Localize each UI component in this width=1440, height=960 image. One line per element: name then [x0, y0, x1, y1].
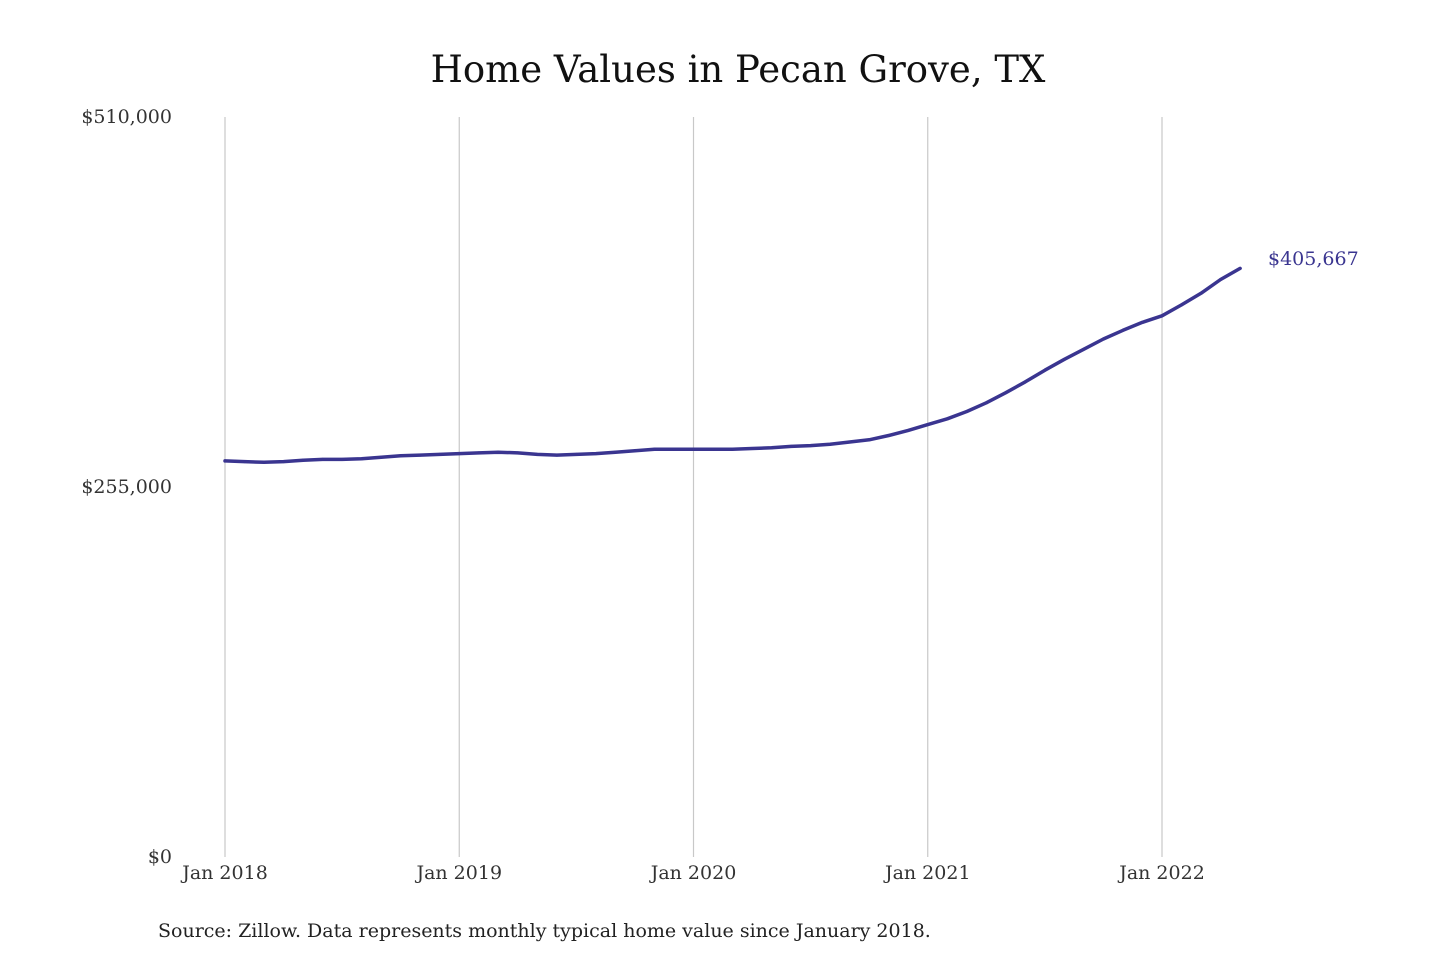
- data-point: [1160, 314, 1164, 318]
- y-axis-tick-labels: $0 $255,000 $510,000: [81, 106, 172, 868]
- data-point: [243, 460, 247, 464]
- vertical-gridlines: [224, 117, 1163, 857]
- data-point: [652, 447, 656, 451]
- x-tick-label: Jan 2021: [883, 862, 971, 884]
- data-point: [1023, 380, 1027, 384]
- data-point: [496, 450, 500, 454]
- data-point: [613, 450, 617, 454]
- end-value-label: $405,667: [1268, 248, 1359, 270]
- x-tick-label: Jan 2018: [180, 862, 268, 884]
- data-point: [984, 401, 988, 405]
- data-point: [1082, 347, 1086, 351]
- data-point: [321, 457, 325, 461]
- x-tick-label: Jan 2020: [649, 862, 737, 884]
- data-point: [457, 452, 461, 456]
- data-point: [379, 455, 383, 459]
- y-tick-label: $510,000: [81, 106, 172, 128]
- data-point: [1140, 320, 1144, 324]
- data-point: [633, 449, 637, 453]
- chart-title: Home Values in Pecan Grove, TX: [431, 48, 1046, 91]
- data-point: [418, 453, 422, 457]
- data-point: [731, 447, 735, 451]
- data-point: [516, 451, 520, 455]
- data-point: [711, 447, 715, 451]
- data-point: [965, 410, 969, 414]
- data-point: [672, 447, 676, 451]
- data-point: [1004, 391, 1008, 395]
- data-point: [340, 457, 344, 461]
- data-point: [360, 457, 364, 461]
- data-point: [1062, 357, 1066, 361]
- data-point: [555, 453, 559, 457]
- data-point: [926, 423, 930, 427]
- data-point: [887, 433, 891, 437]
- data-point: [692, 447, 695, 451]
- data-point: [867, 438, 871, 442]
- data-point: [1043, 368, 1047, 372]
- data-point: [770, 446, 774, 450]
- data-point: [262, 460, 266, 464]
- data-point: [594, 452, 598, 456]
- data-point: [223, 459, 227, 463]
- data-point: [1101, 337, 1105, 341]
- data-point: [809, 444, 813, 448]
- series-group: [223, 266, 1242, 465]
- data-point: [750, 447, 754, 451]
- data-point: [945, 417, 949, 421]
- data-point: [906, 428, 910, 432]
- x-tick-label: Jan 2019: [414, 862, 502, 884]
- series-line-1: [223, 266, 1242, 465]
- data-point: [1199, 291, 1203, 295]
- data-point: [1238, 266, 1242, 270]
- data-point: [848, 440, 852, 444]
- data-point: [828, 442, 832, 446]
- data-point: [477, 451, 481, 455]
- data-point: [535, 452, 539, 456]
- data-point: [1121, 328, 1125, 332]
- data-point: [789, 444, 793, 448]
- y-tick-label: $255,000: [81, 476, 172, 498]
- y-tick-label: $0: [148, 846, 172, 868]
- data-point: [1180, 303, 1184, 307]
- data-point: [282, 460, 286, 464]
- data-point: [399, 454, 403, 458]
- x-tick-label: Jan 2022: [1117, 862, 1205, 884]
- data-point: [574, 452, 578, 456]
- data-point: [438, 452, 442, 456]
- x-axis-tick-labels: Jan 2018 Jan 2019 Jan 2020 Jan 2021 Jan 2022: [180, 862, 1205, 884]
- data-point: [1219, 278, 1223, 282]
- data-point: [301, 458, 305, 462]
- source-note: Source: Zillow. Data represents monthly …: [158, 920, 931, 942]
